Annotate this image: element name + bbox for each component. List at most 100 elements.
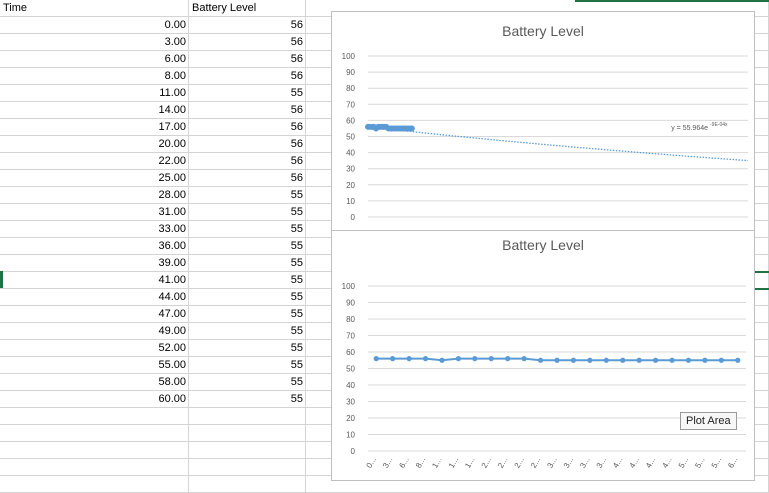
battery-level-cell[interactable]: 55 <box>189 306 306 323</box>
time-cell[interactable]: 44.00 <box>0 289 189 306</box>
y-tick-label: 50 <box>346 133 355 142</box>
chart-title: Battery Level <box>502 237 584 253</box>
trendline-equation: y = 55.964e <box>671 125 708 132</box>
time-cell[interactable]: 49.00 <box>0 323 189 340</box>
battery-level-cell[interactable]: 55 <box>189 204 306 221</box>
battery-level-cell[interactable]: 55 <box>189 221 306 238</box>
trendline <box>367 126 749 162</box>
battery-level-cell[interactable]: 56 <box>189 34 306 51</box>
time-cell[interactable]: 39.00 <box>0 255 189 272</box>
y-tick-label: 0 <box>351 447 356 456</box>
empty-cell[interactable] <box>189 459 306 476</box>
y-tick-label: 40 <box>346 381 355 390</box>
battery-level-cell[interactable]: 55 <box>189 391 306 408</box>
time-cell[interactable]: 36.00 <box>0 238 189 255</box>
battery-level-cell[interactable]: 55 <box>189 323 306 340</box>
data-point <box>620 357 626 363</box>
battery-level-cell[interactable]: 55 <box>189 340 306 357</box>
scatter-chart[interactable]: Battery Level 0 10 20 30 40 50 60 70 80 90 100 y = … <box>331 11 755 233</box>
data-point <box>390 356 396 362</box>
scatter-plot-area[interactable]: 0 10 20 30 40 50 60 70 80 90 100 y = 55.964e -9E-04x <box>332 12 756 234</box>
y-tick-label: 30 <box>346 398 355 407</box>
empty-cell[interactable] <box>189 408 306 425</box>
y-tick-label: 10 <box>346 197 355 206</box>
y-tick-label: 90 <box>346 68 355 77</box>
y-tick-label: 20 <box>346 181 355 190</box>
time-cell[interactable]: 8.00 <box>0 68 189 85</box>
time-cell[interactable]: 58.00 <box>0 374 189 391</box>
line-chart[interactable]: Battery Level 0 10 20 30 40 50 60 70 80 90 100 0...… <box>331 230 755 481</box>
empty-cell[interactable] <box>0 425 189 442</box>
data-point <box>669 357 675 363</box>
time-cell[interactable]: 20.00 <box>0 136 189 153</box>
time-cell[interactable]: 6.00 <box>0 51 189 68</box>
data-point <box>653 357 659 363</box>
x-tick-label: 3... <box>578 456 591 470</box>
battery-level-cell[interactable]: 55 <box>189 272 306 289</box>
time-cell[interactable]: 0.00 <box>0 17 189 34</box>
data-point <box>408 125 415 132</box>
time-cell[interactable]: 17.00 <box>0 119 189 136</box>
x-tick-label: 5... <box>710 456 723 470</box>
time-cell[interactable]: 33.00 <box>0 221 189 238</box>
time-cell[interactable]: 3.00 <box>0 34 189 51</box>
selection-edge <box>0 271 3 288</box>
battery-level-cell[interactable]: 55 <box>189 85 306 102</box>
battery-level-cell[interactable]: 55 <box>189 374 306 391</box>
empty-cell[interactable] <box>189 425 306 442</box>
time-cell[interactable]: 41.00 <box>0 272 189 289</box>
empty-cell[interactable] <box>0 442 189 459</box>
battery-level-cell[interactable]: 56 <box>189 17 306 34</box>
empty-cell[interactable] <box>0 459 189 476</box>
y-tick-label: 40 <box>346 149 355 158</box>
battery-level-cell[interactable]: 55 <box>189 357 306 374</box>
x-tick-label: 1... <box>463 456 476 470</box>
x-tick-label: 3... <box>562 456 575 470</box>
header-cell-battery-level[interactable]: Battery Level <box>189 0 306 17</box>
plot-area-tooltip: Plot Area <box>680 412 737 430</box>
battery-level-cell[interactable]: 56 <box>189 51 306 68</box>
x-tick-label: 4... <box>628 456 641 470</box>
data-point <box>702 357 708 363</box>
x-tick-label: 1... <box>447 456 460 470</box>
empty-cell[interactable] <box>189 476 306 493</box>
battery-level-cell[interactable]: 56 <box>189 102 306 119</box>
time-cell[interactable]: 14.00 <box>0 102 189 119</box>
time-cell[interactable]: 52.00 <box>0 340 189 357</box>
data-point <box>603 357 609 363</box>
battery-level-cell[interactable]: 56 <box>189 170 306 187</box>
data-point <box>570 357 577 363</box>
time-cell[interactable]: 25.00 <box>0 170 189 187</box>
data-point <box>455 356 461 362</box>
battery-level-cell[interactable]: 55 <box>189 255 306 272</box>
battery-level-cell[interactable]: 55 <box>189 187 306 204</box>
x-tick-label: 4... <box>611 456 624 470</box>
battery-level-cell[interactable]: 56 <box>189 119 306 136</box>
x-tick-label: 6... <box>726 456 739 470</box>
y-tick-label: 60 <box>346 348 355 357</box>
empty-cell[interactable] <box>0 408 189 425</box>
battery-level-cell[interactable]: 55 <box>189 289 306 306</box>
x-tick-label: 0... <box>365 456 378 470</box>
x-tick-label: 8... <box>414 456 427 470</box>
empty-cell[interactable] <box>189 442 306 459</box>
time-cell[interactable]: 22.00 <box>0 153 189 170</box>
battery-level-cell[interactable]: 56 <box>189 153 306 170</box>
time-cell[interactable]: 11.00 <box>0 85 189 102</box>
data-point <box>488 356 494 362</box>
time-cell[interactable]: 60.00 <box>0 391 189 408</box>
time-cell[interactable]: 55.00 <box>0 357 189 374</box>
data-point <box>554 357 560 363</box>
chart-title: Battery Level <box>502 23 584 39</box>
time-cell[interactable]: 31.00 <box>0 204 189 221</box>
battery-level-cell[interactable]: 56 <box>189 136 306 153</box>
header-cell-time[interactable]: Time <box>0 0 189 17</box>
time-cell[interactable]: 28.00 <box>0 187 189 204</box>
x-tick-label: 4... <box>660 456 673 470</box>
empty-cell[interactable] <box>0 476 189 493</box>
battery-level-cell[interactable]: 56 <box>189 68 306 85</box>
y-tick-label: 100 <box>342 282 356 291</box>
battery-level-cell[interactable]: 55 <box>189 238 306 255</box>
time-cell[interactable]: 47.00 <box>0 306 189 323</box>
